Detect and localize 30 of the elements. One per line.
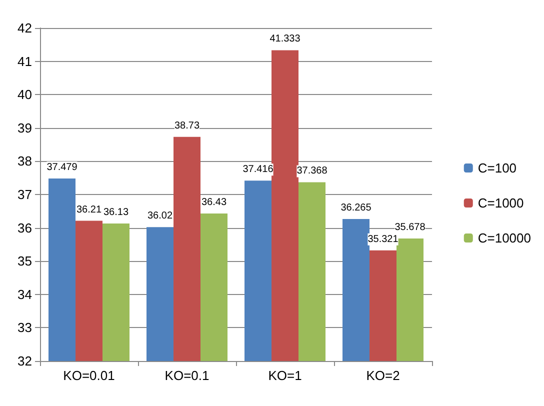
- data-label: 36.265: [340, 202, 372, 214]
- x-tick-label: KO=0.01: [63, 368, 115, 383]
- x-tick-label: KO=0.1: [164, 368, 210, 383]
- x-tick-label: KO=2: [366, 368, 400, 383]
- y-tick-label: 38: [18, 154, 32, 169]
- y-tick-label: 39: [18, 120, 32, 136]
- data-label: 37.368: [296, 166, 328, 177]
- y-tick-label: 34: [18, 286, 32, 302]
- y-tick-label: 36: [18, 220, 32, 236]
- y-tick-label: 33: [18, 320, 32, 336]
- legend-label: C=100: [478, 160, 517, 176]
- x-tick-label: KO=1: [268, 368, 302, 383]
- y-tick-label: 40: [18, 87, 32, 102]
- data-label: 36.43: [201, 196, 227, 208]
- data-label: 37.416: [242, 164, 274, 176]
- data-label: 41.333: [270, 34, 301, 45]
- data-label: 37.479: [46, 162, 78, 174]
- data-label: 36.21: [76, 204, 102, 216]
- data-label: 36.02: [147, 210, 173, 222]
- legend-label: C=1000: [478, 196, 524, 210]
- data-label: 36.13: [103, 206, 129, 218]
- y-tick-label: 37: [18, 187, 32, 202]
- y-tick-label: 42: [18, 20, 32, 36]
- y-tick-label: 32: [18, 354, 32, 368]
- data-label: 35.321: [368, 234, 399, 245]
- y-tick-label: 35: [18, 254, 32, 269]
- legend-label: C=10000: [478, 230, 532, 246]
- data-label: 38.73: [174, 120, 200, 132]
- y-tick-label: 41: [18, 54, 32, 69]
- data-label: 35.678: [394, 222, 426, 234]
